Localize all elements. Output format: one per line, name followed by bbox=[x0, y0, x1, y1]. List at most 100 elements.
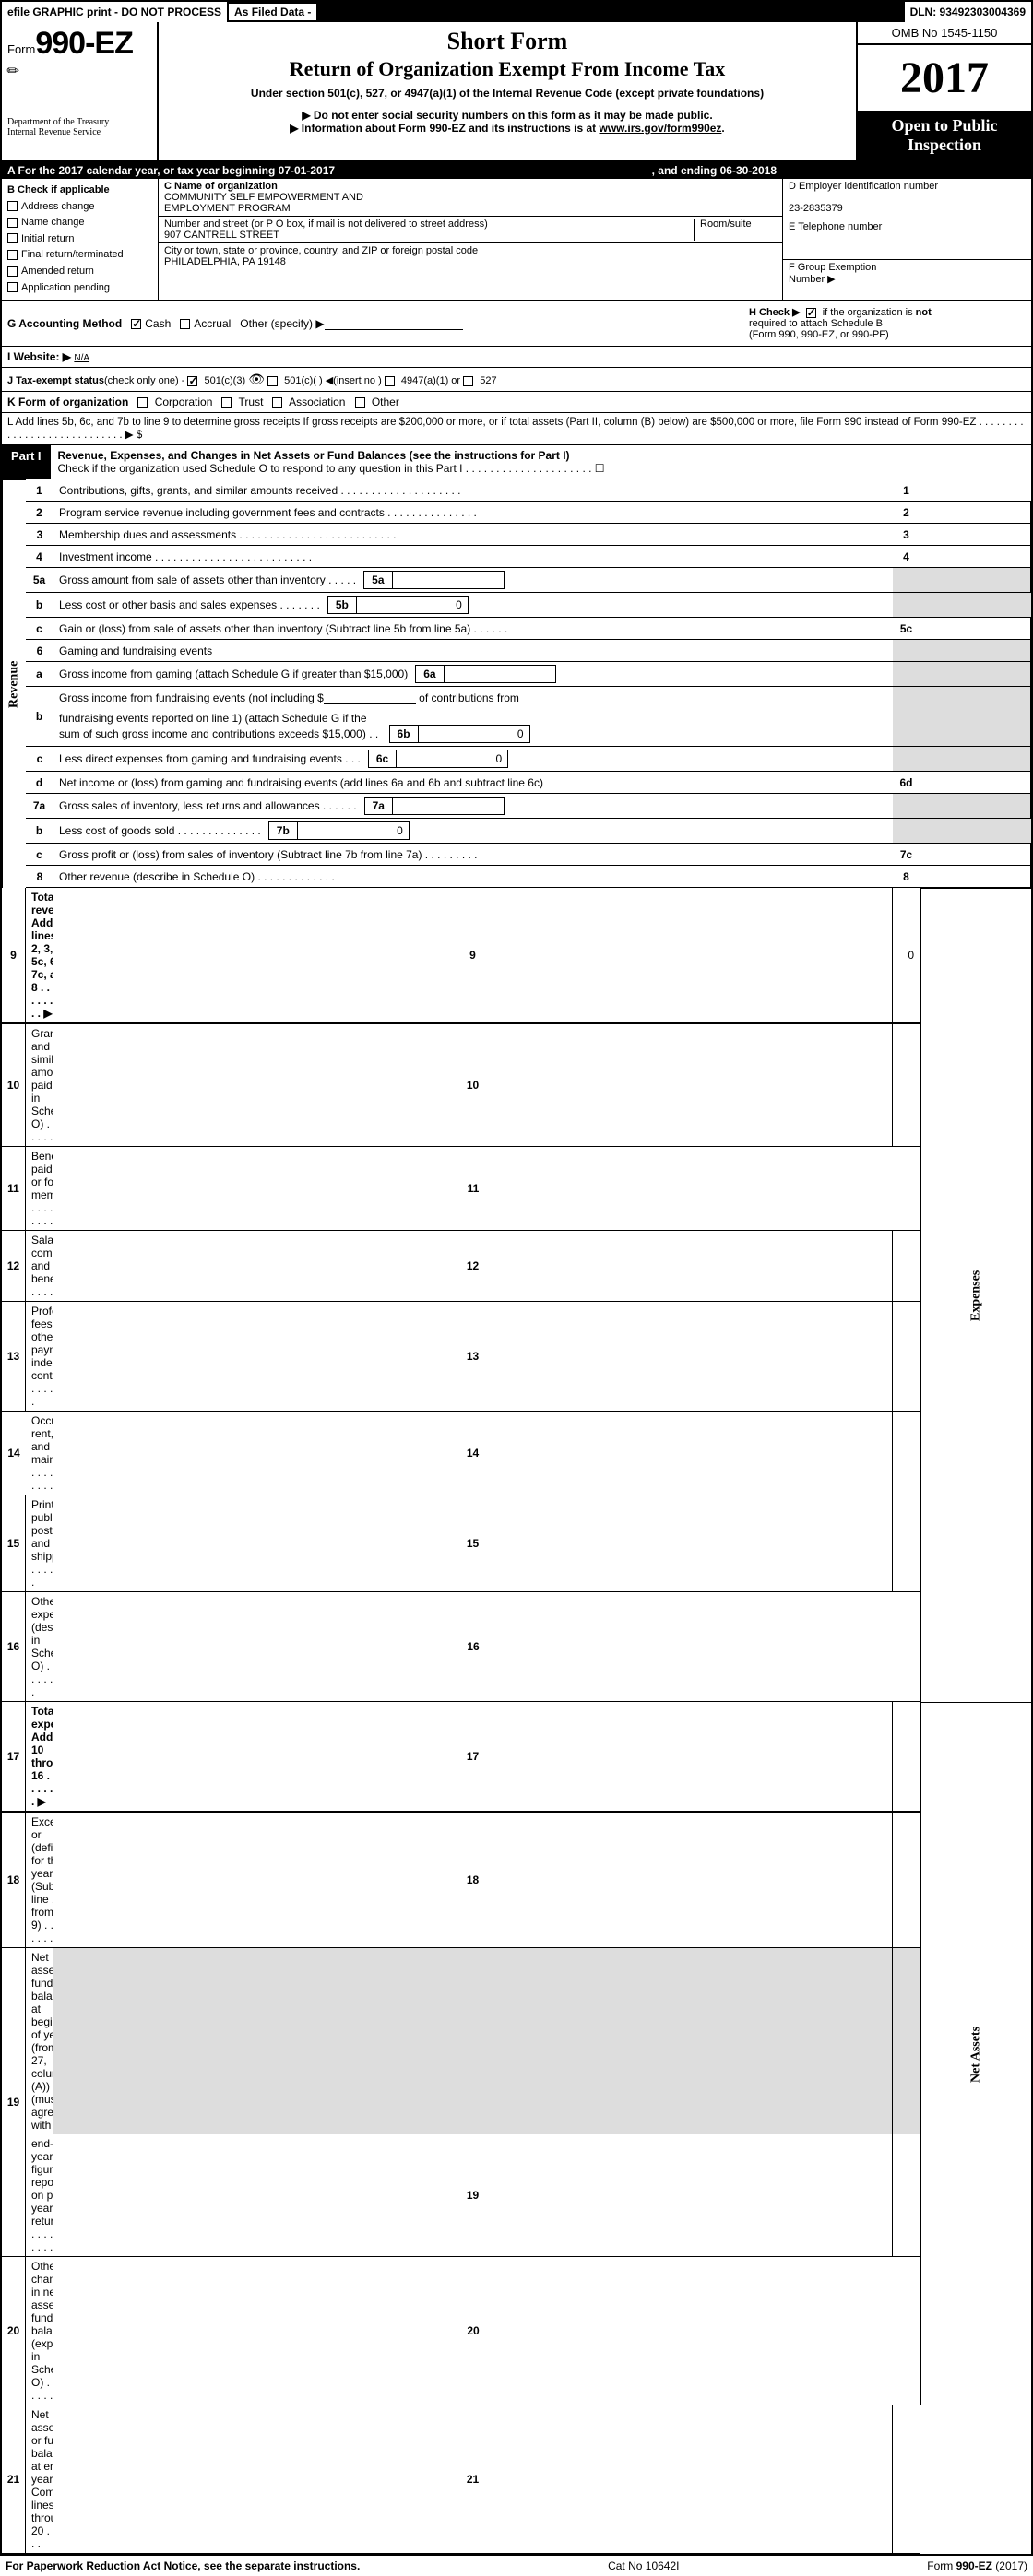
checkbox-icon[interactable] bbox=[7, 266, 18, 277]
group-number: Number ▶ bbox=[789, 274, 836, 285]
desc-13: Professional fees and other payments to … bbox=[26, 1302, 53, 1412]
note2-prefix: ▶ Information about Form 990-EZ and its … bbox=[290, 122, 599, 135]
row-h: H Check ▶ if the organization is not req… bbox=[749, 306, 1026, 340]
desc-9: Total revenue. Add lines 1, 2, 3, 4, 5c,… bbox=[26, 888, 53, 1024]
chk-527[interactable] bbox=[463, 376, 473, 386]
num-19: 19 bbox=[53, 2134, 893, 2257]
box-b-title: B Check if applicable bbox=[7, 183, 152, 199]
num-7c: 7c bbox=[893, 844, 920, 866]
desc-19a: Net assets or fund balances at beginning… bbox=[26, 1948, 53, 2134]
ln-6c: c bbox=[26, 747, 53, 772]
num-12: 12 bbox=[53, 1231, 893, 1302]
row-a: A For the 2017 calendar year, or tax yea… bbox=[2, 162, 1031, 179]
desc-6c: Less direct expenses from gaming and fun… bbox=[53, 747, 893, 772]
desc-18: Excess or (deficit) for the year (Subtra… bbox=[26, 1813, 53, 1948]
ln-16: 16 bbox=[2, 1592, 26, 1702]
inspection: Inspection bbox=[861, 136, 1027, 155]
desc-2: Program service revenue including govern… bbox=[53, 502, 893, 524]
other-specify-line[interactable] bbox=[325, 317, 463, 330]
ln-4: 4 bbox=[26, 546, 53, 568]
num-8: 8 bbox=[893, 866, 920, 888]
checkbox-icon[interactable] bbox=[7, 233, 18, 243]
form-prefix: Form bbox=[7, 42, 35, 56]
row-j: J Tax-exempt status(check only one) - 50… bbox=[2, 368, 1031, 392]
val-18 bbox=[893, 1813, 920, 1948]
ln-17: 17 bbox=[2, 1702, 26, 1813]
val-17 bbox=[893, 1702, 920, 1813]
6b-amount-line[interactable] bbox=[324, 691, 416, 704]
ln-7a: 7a bbox=[26, 794, 53, 819]
num-18: 18 bbox=[53, 1813, 893, 1948]
checkbox-icon[interactable] bbox=[7, 282, 18, 292]
top-bar: efile GRAPHIC print - DO NOT PROCESS As … bbox=[2, 2, 1031, 22]
val-6d bbox=[920, 772, 1031, 794]
chk-assoc[interactable] bbox=[272, 397, 282, 408]
dln-label: DLN: 93492303004369 bbox=[903, 2, 1031, 22]
other-org-line[interactable] bbox=[402, 396, 679, 408]
chk-final: Final return/terminated bbox=[7, 247, 152, 264]
group-label: F Group Exemption bbox=[789, 262, 876, 273]
org-name-2: EMPLOYMENT PROGRAM bbox=[164, 203, 291, 214]
num-3: 3 bbox=[893, 524, 920, 546]
desc-4: Investment income . . . . . . . . . . . … bbox=[53, 546, 893, 568]
val-20 bbox=[893, 2257, 920, 2405]
g-label: G Accounting Method bbox=[7, 317, 122, 330]
num-10: 10 bbox=[53, 1024, 893, 1147]
header-right: OMB No 1545-1150 2017 Open to Public Ins… bbox=[856, 22, 1031, 160]
ein-label: D Employer identification number bbox=[789, 181, 938, 192]
row-a-left: A For the 2017 calendar year, or tax yea… bbox=[7, 164, 335, 177]
chk-corp[interactable] bbox=[137, 397, 148, 408]
chk-accrual[interactable] bbox=[180, 319, 190, 329]
footer-mid: Cat No 10642I bbox=[360, 2559, 927, 2572]
h-label: H Check ▶ bbox=[749, 307, 801, 318]
footer-right: Form 990-EZ (2017) bbox=[927, 2559, 1027, 2572]
checkbox-icon[interactable] bbox=[7, 201, 18, 211]
note2-suffix: . bbox=[721, 122, 724, 135]
room-label: Room/suite bbox=[700, 219, 752, 230]
desc-5b: Less cost or other basis and sales expen… bbox=[53, 593, 893, 618]
row-g-h: G Accounting Method Cash Accrual Other (… bbox=[2, 301, 1031, 347]
section-bcd: B Check if applicable Address change Nam… bbox=[2, 179, 1031, 301]
desc-12: Salaries, other compensation, and employ… bbox=[26, 1231, 53, 1302]
chk-other-org[interactable] bbox=[355, 397, 365, 408]
part1-tab: Part I bbox=[2, 445, 51, 479]
checkbox-icon[interactable] bbox=[7, 218, 18, 228]
desc-5c: Gain or (loss) from sale of assets other… bbox=[53, 618, 893, 640]
page-footer: For Paperwork Reduction Act Notice, see … bbox=[0, 2556, 1033, 2576]
chk-501c3[interactable] bbox=[187, 376, 197, 386]
dept-block: Department of the Treasury Internal Reve… bbox=[7, 117, 151, 137]
desc-3: Membership dues and assessments . . . . … bbox=[53, 524, 893, 546]
city-val: PHILADELPHIA, PA 19148 bbox=[164, 256, 286, 267]
desc-6b2: fundraising events reported on line 1) (… bbox=[53, 709, 893, 747]
desc-11: Benefits paid to or for members . . . . … bbox=[26, 1147, 53, 1231]
chk-trust[interactable] bbox=[221, 397, 232, 408]
ln-7c: c bbox=[26, 844, 53, 866]
chk-4947[interactable] bbox=[385, 376, 395, 386]
chk-h[interactable] bbox=[806, 308, 816, 318]
num-4: 4 bbox=[893, 546, 920, 568]
ln-20: 20 bbox=[2, 2257, 26, 2405]
chk-cash[interactable] bbox=[131, 319, 141, 329]
ln-1: 1 bbox=[26, 479, 53, 502]
chk-501c[interactable] bbox=[267, 376, 278, 386]
num-2: 2 bbox=[893, 502, 920, 524]
part1-header: Part I Revenue, Expenses, and Changes in… bbox=[2, 445, 1031, 479]
dept-treasury: Department of the Treasury bbox=[7, 117, 151, 127]
phone-label: E Telephone number bbox=[789, 221, 882, 232]
ln-9: 9 bbox=[2, 888, 26, 1024]
ein-val: 23-2835379 bbox=[789, 203, 843, 214]
num-16: 16 bbox=[53, 1592, 893, 1702]
desc-15: Printing, publications, postage, and shi… bbox=[26, 1495, 53, 1592]
form-page: efile GRAPHIC print - DO NOT PROCESS As … bbox=[0, 0, 1033, 2556]
desc-8: Other revenue (describe in Schedule O) .… bbox=[53, 866, 893, 888]
checkbox-icon[interactable] bbox=[7, 250, 18, 260]
ln-7b: b bbox=[26, 819, 53, 844]
desc-6d: Net income or (loss) from gaming and fun… bbox=[53, 772, 893, 794]
row-g: G Accounting Method Cash Accrual Other (… bbox=[7, 317, 749, 330]
ln-2: 2 bbox=[26, 502, 53, 524]
val-2 bbox=[920, 502, 1031, 524]
num-5b-shade bbox=[893, 593, 920, 618]
irs-link[interactable]: www.irs.gov/form990ez bbox=[599, 122, 721, 135]
row-i: I Website: ▶ N/A bbox=[2, 347, 1031, 368]
val-19 bbox=[893, 2134, 920, 2257]
